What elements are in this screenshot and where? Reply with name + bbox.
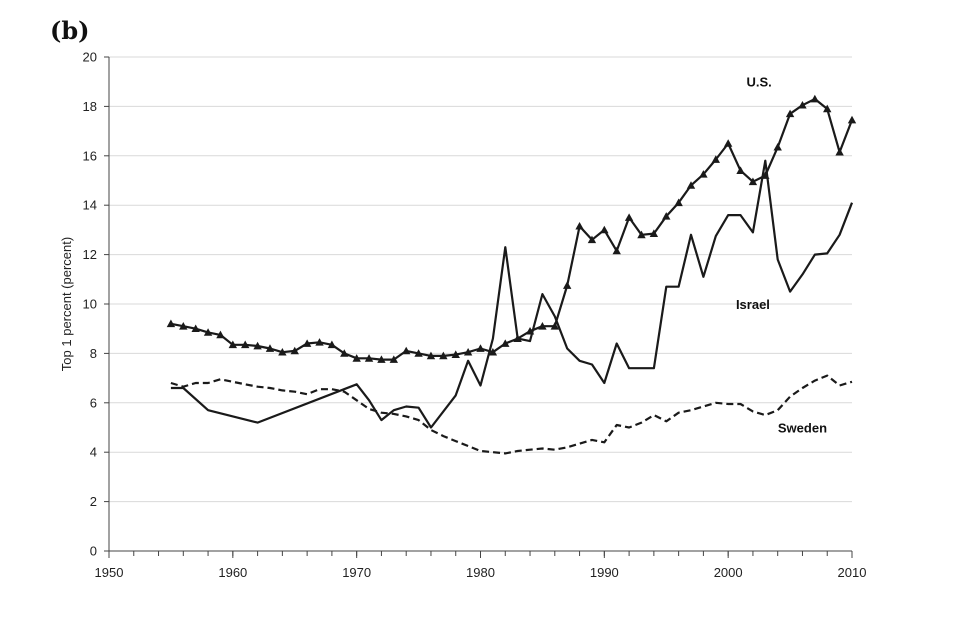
data-point-u-s: [414, 349, 423, 357]
data-point-u-s: [600, 225, 609, 234]
gridlines: [109, 56, 852, 503]
data-point-u-s: [550, 322, 559, 330]
series-label-u-s: U.S.: [746, 75, 771, 90]
data-point-u-s: [637, 230, 646, 239]
data-point-u-s: [352, 354, 361, 362]
data-point-u-s: [166, 319, 176, 328]
data-point-u-s: [686, 181, 696, 189]
data-point-u-s: [662, 212, 671, 220]
data-point-u-s: [463, 347, 473, 356]
data-point-u-s: [748, 177, 758, 186]
axes: 0 2 4 6 8 10 12 14 16 18 20 1950 1960 1970 1980 1990 200…: [83, 50, 867, 581]
data-point-u-s: [389, 355, 399, 363]
data-point-u-s: [699, 170, 708, 178]
series-line-israel: [170, 159, 854, 429]
data-point-u-s: [241, 340, 250, 349]
x-tick-label: 2010: [838, 565, 867, 580]
data-point-u-s: [253, 341, 262, 350]
data-point-u-s: [327, 340, 337, 349]
data-point-u-s: [785, 109, 795, 118]
data-point-u-s: [835, 147, 844, 156]
x-tick-label: 1980: [466, 565, 495, 580]
x-tick-label: 1950: [95, 565, 124, 580]
data-point-u-s: [315, 338, 324, 346]
y-tick-label: 6: [90, 395, 97, 410]
data-point-u-s: [823, 104, 832, 113]
x-tick-label: 1990: [590, 565, 619, 580]
series-lines: [166, 94, 857, 455]
y-tick-label: 10: [83, 297, 97, 312]
data-point-u-s: [402, 346, 411, 355]
data-point-u-s: [302, 339, 312, 347]
data-point-u-s: [179, 322, 188, 330]
y-tick-label: 16: [83, 148, 97, 163]
data-point-u-s: [265, 344, 275, 352]
data-point-u-s: [191, 324, 200, 333]
y-tick-label: 8: [90, 346, 97, 361]
y-tick-label: 18: [83, 99, 97, 114]
data-point-u-s: [439, 351, 448, 360]
panel-label: (b): [50, 16, 90, 45]
data-point-u-s: [810, 94, 820, 103]
x-tick-label: 1960: [218, 565, 247, 580]
series-line-sweden: [170, 374, 853, 455]
data-point-u-s: [488, 347, 498, 356]
y-tick-label: 20: [83, 50, 97, 65]
data-point-u-s: [798, 100, 807, 109]
data-point-u-s: [203, 328, 213, 336]
y-tick-label: 4: [90, 445, 97, 460]
data-point-u-s: [377, 355, 386, 363]
data-point-u-s: [501, 339, 510, 347]
data-point-u-s: [649, 229, 659, 237]
data-point-u-s: [847, 115, 857, 124]
data-point-u-s: [562, 281, 572, 289]
data-point-u-s: [451, 350, 460, 358]
series-label-israel: Israel: [736, 297, 770, 312]
data-point-u-s: [587, 235, 597, 244]
data-point-u-s: [773, 142, 782, 151]
series-label-sweden: Sweden: [778, 420, 827, 435]
data-point-u-s: [674, 198, 683, 207]
data-point-u-s: [538, 322, 547, 330]
y-tick-label: 0: [90, 544, 97, 559]
y-tick-label: 2: [90, 494, 97, 509]
data-point-u-s: [723, 139, 733, 147]
y-tick-label: 12: [83, 247, 97, 262]
data-point-u-s: [216, 330, 225, 339]
data-point-u-s: [228, 340, 238, 349]
data-point-u-s: [624, 213, 634, 221]
data-point-u-s: [278, 347, 287, 356]
x-tick-label: 2000: [714, 565, 743, 580]
data-point-u-s: [364, 354, 374, 362]
data-point-u-s: [426, 351, 436, 360]
y-tick-label: 14: [83, 198, 97, 213]
data-point-u-s: [575, 221, 584, 230]
x-tick-label: 1970: [342, 565, 371, 580]
y-axis-title: Top 1 percent (percent): [59, 237, 74, 371]
data-point-u-s: [340, 349, 349, 357]
data-point-u-s: [290, 346, 299, 355]
data-point-u-s: [476, 344, 485, 352]
series-labels: U.S. Israel Sweden: [736, 75, 827, 436]
data-point-u-s: [612, 246, 621, 255]
data-point-u-s: [736, 166, 745, 174]
data-point-u-s: [711, 155, 720, 163]
